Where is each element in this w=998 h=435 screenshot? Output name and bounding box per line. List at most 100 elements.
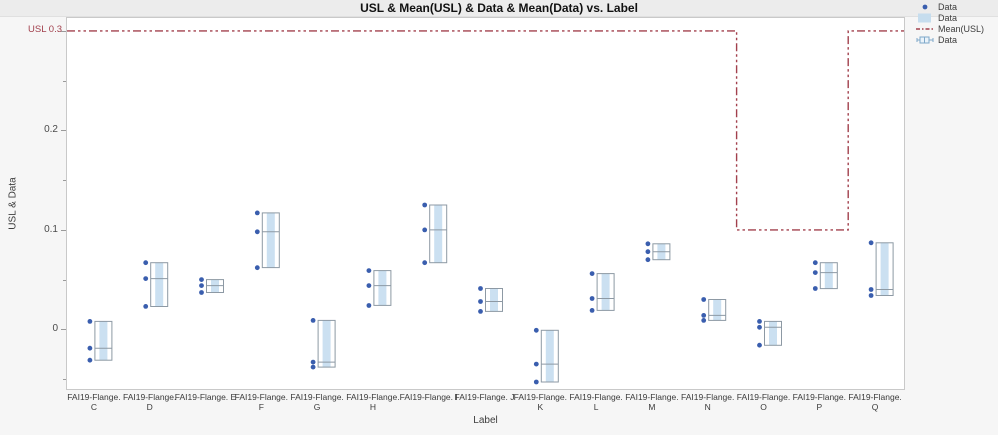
data-range-band[interactable] <box>99 321 108 361</box>
data-point[interactable] <box>199 283 204 288</box>
usl-annotation: USL 0.3 <box>28 24 62 35</box>
y-major-tick-mark <box>61 30 66 32</box>
legend-item-data-box[interactable]: Data <box>916 34 996 45</box>
x-category-letter: D <box>146 402 153 412</box>
data-range-band[interactable] <box>769 321 777 346</box>
data-point[interactable] <box>533 379 539 385</box>
data-point[interactable] <box>199 290 204 295</box>
data-range-band[interactable] <box>266 212 275 268</box>
data-point[interactable] <box>254 265 260 271</box>
data-range-band[interactable] <box>824 262 833 289</box>
x-category-prefix: FAI19-Flange. <box>792 392 846 402</box>
data-point[interactable] <box>254 229 260 235</box>
x-category-prefix: FAI19-Flange. <box>680 392 735 402</box>
data-point[interactable] <box>366 303 372 308</box>
legend-item-data-bars[interactable]: Data <box>916 12 996 23</box>
data-point[interactable] <box>645 249 651 255</box>
plot-area[interactable] <box>66 17 905 390</box>
data-range-band[interactable] <box>601 273 610 311</box>
data-point[interactable] <box>478 286 483 291</box>
data-point[interactable] <box>701 318 707 323</box>
x-category-letter: O <box>760 402 767 412</box>
x-category-letter: L <box>593 402 599 412</box>
data-point[interactable] <box>310 318 316 323</box>
data-point[interactable] <box>533 327 539 333</box>
data-box[interactable] <box>150 262 169 307</box>
data-point[interactable] <box>143 304 149 309</box>
data-point[interactable] <box>478 309 483 314</box>
data-box[interactable] <box>596 273 615 311</box>
y-minor-tick-mark <box>63 279 66 281</box>
x-category-label: FAI19-Flange. I <box>399 392 458 402</box>
data-point[interactable] <box>533 361 539 367</box>
data-point[interactable] <box>868 293 874 298</box>
data-point[interactable] <box>143 276 149 281</box>
data-box[interactable] <box>485 288 503 312</box>
mean-usl-step-line[interactable] <box>67 30 904 231</box>
data-point[interactable] <box>701 297 707 302</box>
data-range-band[interactable] <box>490 288 498 312</box>
data-point[interactable] <box>812 260 818 266</box>
data-point[interactable] <box>701 313 707 318</box>
data-point[interactable] <box>589 271 595 276</box>
x-category-prefix: FAI19-Flange. <box>736 392 791 402</box>
x-category-label: FAI19-Flange. G <box>257 392 377 412</box>
data-point[interactable] <box>589 308 595 313</box>
data-box[interactable] <box>261 212 280 269</box>
data-box[interactable] <box>764 320 782 346</box>
data-point[interactable] <box>757 319 762 324</box>
data-point[interactable] <box>87 357 93 363</box>
data-box[interactable] <box>429 204 448 264</box>
data-point[interactable] <box>422 227 428 233</box>
mean-usl-line-icon <box>916 27 934 30</box>
data-box[interactable] <box>540 329 559 383</box>
data-point[interactable] <box>87 345 93 351</box>
data-box[interactable] <box>708 299 727 321</box>
data-range-band[interactable] <box>155 262 164 307</box>
point-marker-icon <box>922 4 928 9</box>
data-point[interactable] <box>645 241 651 247</box>
data-point[interactable] <box>478 299 483 304</box>
data-range-band[interactable] <box>545 330 554 382</box>
data-point[interactable] <box>199 277 204 282</box>
data-range-band[interactable] <box>713 299 722 321</box>
data-point[interactable] <box>366 268 372 273</box>
x-category-prefix: FAI19-Flange. <box>569 392 623 402</box>
data-box[interactable] <box>94 320 113 361</box>
data-range-band[interactable] <box>322 320 331 368</box>
data-range-band[interactable] <box>378 270 387 306</box>
x-category-letter: F <box>258 402 264 412</box>
data-point[interactable] <box>757 342 762 348</box>
data-box[interactable] <box>875 242 894 297</box>
data-point[interactable] <box>812 286 818 291</box>
data-range-band[interactable] <box>434 205 443 263</box>
data-point[interactable] <box>812 270 818 275</box>
data-point[interactable] <box>143 260 149 266</box>
bar-swatch-icon <box>918 13 931 22</box>
plot-canvas[interactable] <box>67 18 904 389</box>
legend-item-mean-usl[interactable]: Mean(USL) <box>916 23 996 34</box>
y-minor-tick-mark <box>63 80 66 82</box>
legend-item-data-points[interactable]: Data <box>916 1 996 12</box>
data-point[interactable] <box>87 319 93 324</box>
data-box[interactable] <box>373 270 392 306</box>
data-point[interactable] <box>645 257 651 263</box>
data-point[interactable] <box>366 283 372 288</box>
data-point[interactable] <box>757 324 762 330</box>
data-point[interactable] <box>310 364 316 370</box>
data-box[interactable] <box>819 262 838 290</box>
x-axis-title: Label <box>473 415 498 426</box>
data-point[interactable] <box>310 359 316 365</box>
x-category-label: FAI19-Flange. O <box>704 392 824 412</box>
data-box[interactable] <box>317 319 336 368</box>
data-range-band[interactable] <box>880 242 889 296</box>
data-point[interactable] <box>868 287 874 292</box>
data-point[interactable] <box>422 260 428 266</box>
data-point[interactable] <box>868 240 874 246</box>
y-major-tick-mark <box>61 130 66 132</box>
y-axis-title: USL & Data <box>7 177 19 230</box>
data-point[interactable] <box>422 202 428 208</box>
data-point[interactable] <box>254 210 260 216</box>
data-point[interactable] <box>589 296 595 301</box>
